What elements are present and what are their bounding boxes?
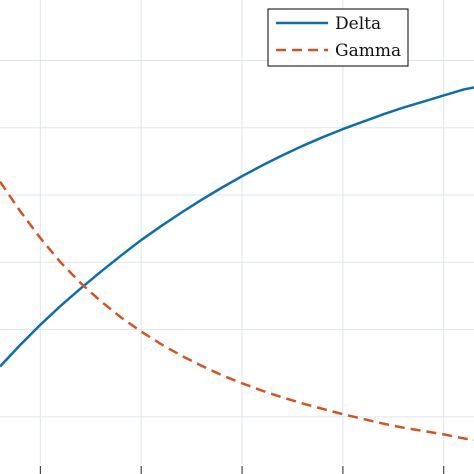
legend: Delta Gamma <box>267 8 409 67</box>
series-line-gamma <box>0 180 474 442</box>
axes <box>39 466 445 474</box>
series-line-delta <box>0 86 474 368</box>
legend-label-gamma: Gamma <box>335 41 401 61</box>
legend-label-delta: Delta <box>335 14 381 34</box>
grid <box>0 0 474 464</box>
series-layer <box>0 86 474 442</box>
legend-box <box>267 8 409 67</box>
